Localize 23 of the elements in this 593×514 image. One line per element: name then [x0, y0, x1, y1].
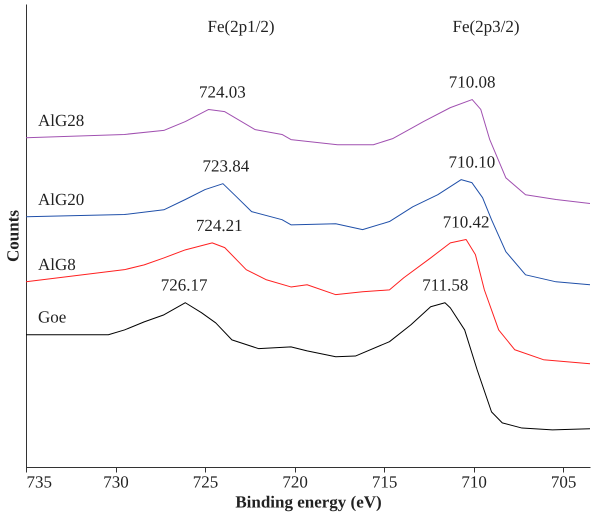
- annotation: 710.42: [442, 212, 490, 232]
- annotation: 723.84: [202, 156, 250, 176]
- y-axis-title: Counts: [4, 210, 22, 262]
- annotation: 724.21: [196, 216, 243, 235]
- x-tick-label: 705: [550, 472, 576, 492]
- x-tick-label: 720: [282, 472, 308, 492]
- series-label: Goe: [38, 308, 66, 327]
- annotation: 710.10: [448, 152, 496, 172]
- annotation: 726.17: [160, 276, 208, 295]
- x-axis-title: Binding energy (eV): [235, 492, 382, 512]
- series-label: AlG28: [38, 110, 84, 130]
- x-tick-label: 710: [461, 472, 487, 492]
- text: Fe(2p1/2): [207, 17, 275, 36]
- x-tick-label: 715: [372, 472, 398, 492]
- text: Fe(2p3/2): [452, 17, 520, 36]
- annotation: 724.03: [199, 82, 246, 102]
- series-label: AlG8: [38, 254, 76, 274]
- x-tick-label: 725: [192, 472, 218, 492]
- series-label: AlG20: [38, 190, 84, 209]
- x-tick-label: 730: [103, 472, 129, 492]
- x-tick-label: 735: [26, 472, 52, 492]
- annotation: 710.08: [448, 72, 496, 92]
- annotation: 711.58: [422, 276, 468, 295]
